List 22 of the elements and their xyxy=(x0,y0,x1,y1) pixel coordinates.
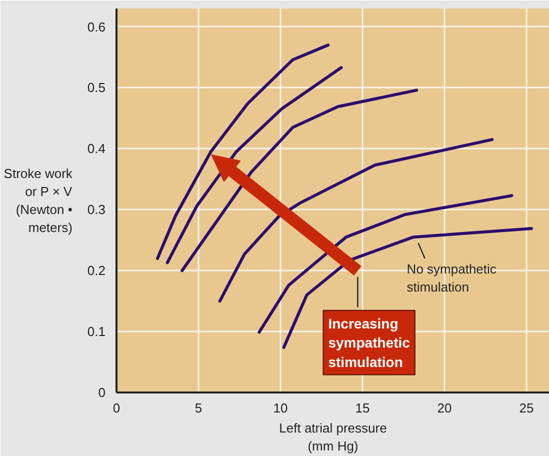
y-tick-label: 0 xyxy=(98,385,106,400)
line-series xyxy=(282,227,533,349)
x-tick-label: 5 xyxy=(194,400,202,416)
x-tick-label: 15 xyxy=(355,400,370,416)
y-tick-label: 0.6 xyxy=(87,19,106,34)
x-axis-title: Left atrial pressure (mm Hg) xyxy=(279,420,387,454)
y-tick-label: 0.1 xyxy=(87,324,106,340)
x-tick-label: 20 xyxy=(437,400,452,416)
line-series xyxy=(166,66,343,264)
series-label: No sympathetic stimulation xyxy=(406,261,497,294)
x-tick-label: 25 xyxy=(519,400,534,416)
line-series xyxy=(156,44,330,260)
line-series xyxy=(258,194,514,334)
y-tick-label: 0.2 xyxy=(87,263,106,278)
x-tick-label: 10 xyxy=(273,400,288,416)
y-tick-label: 0.5 xyxy=(87,80,106,96)
y-tick-label: 0.3 xyxy=(87,202,106,218)
line-series xyxy=(218,138,494,303)
annotation: Increasing sympathetic stimulation xyxy=(328,315,410,370)
y-axis-title: Stroke work or P × V (Newton • meters) xyxy=(4,166,73,235)
x-tick-label: 0 xyxy=(112,400,120,416)
y-tick-label: 0.4 xyxy=(87,141,106,156)
